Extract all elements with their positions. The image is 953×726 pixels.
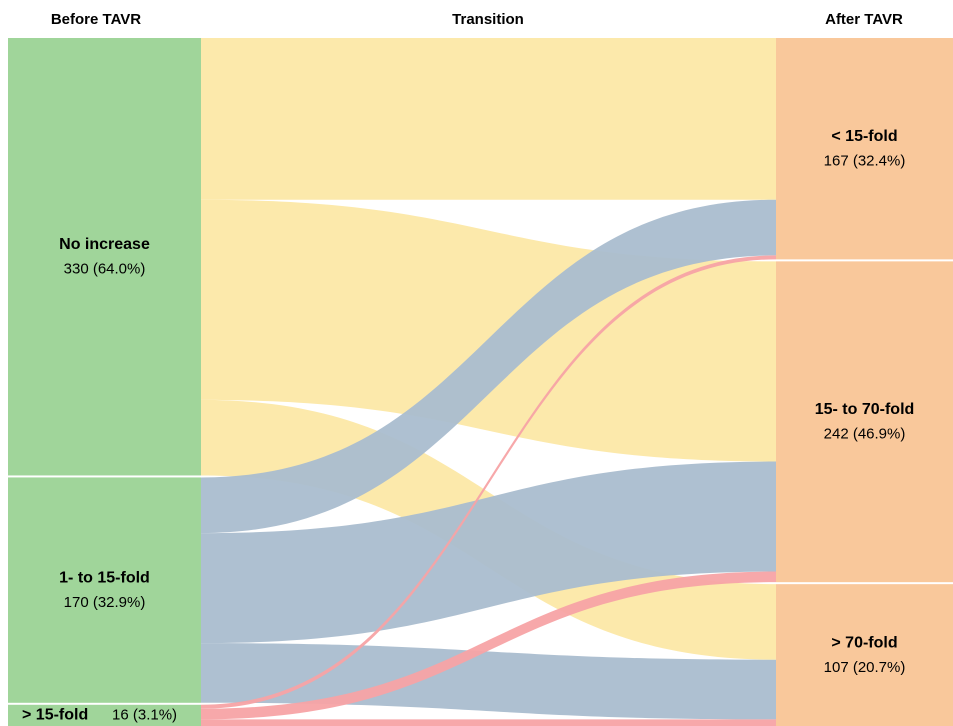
column-title: After TAVR xyxy=(825,11,903,28)
node xyxy=(776,38,953,260)
node xyxy=(8,477,201,703)
flow xyxy=(201,461,776,644)
node xyxy=(776,584,953,726)
node-value: 16 (3.1%) xyxy=(112,706,177,723)
node-name: > 15-fold xyxy=(22,707,88,724)
node-name: > 70-fold xyxy=(831,634,897,651)
node-value: 107 (20.7%) xyxy=(824,659,906,676)
node-value: 167 (32.4%) xyxy=(824,153,906,170)
node xyxy=(8,704,201,726)
flow xyxy=(201,719,776,726)
node-name: 15- to 70-fold xyxy=(815,401,915,418)
node-value: 170 (32.9%) xyxy=(64,594,146,611)
node xyxy=(776,261,953,583)
node-name: No increase xyxy=(59,236,150,253)
node xyxy=(8,38,201,476)
node-name: < 15-fold xyxy=(831,128,897,145)
nodes: No increase 330 (64.0%) 1- to 15-fold 170 (… xyxy=(8,38,953,726)
links xyxy=(201,38,776,726)
node-value: 242 (46.9%) xyxy=(824,426,906,443)
flow xyxy=(201,571,776,720)
node-name: 1- to 15-fold xyxy=(59,569,150,586)
flow xyxy=(201,255,776,709)
flow xyxy=(201,38,776,200)
column-title: Transition xyxy=(452,11,524,28)
node-value: 330 (64.0%) xyxy=(64,261,146,278)
column-title: Before TAVR xyxy=(51,11,141,28)
flow xyxy=(201,199,776,534)
